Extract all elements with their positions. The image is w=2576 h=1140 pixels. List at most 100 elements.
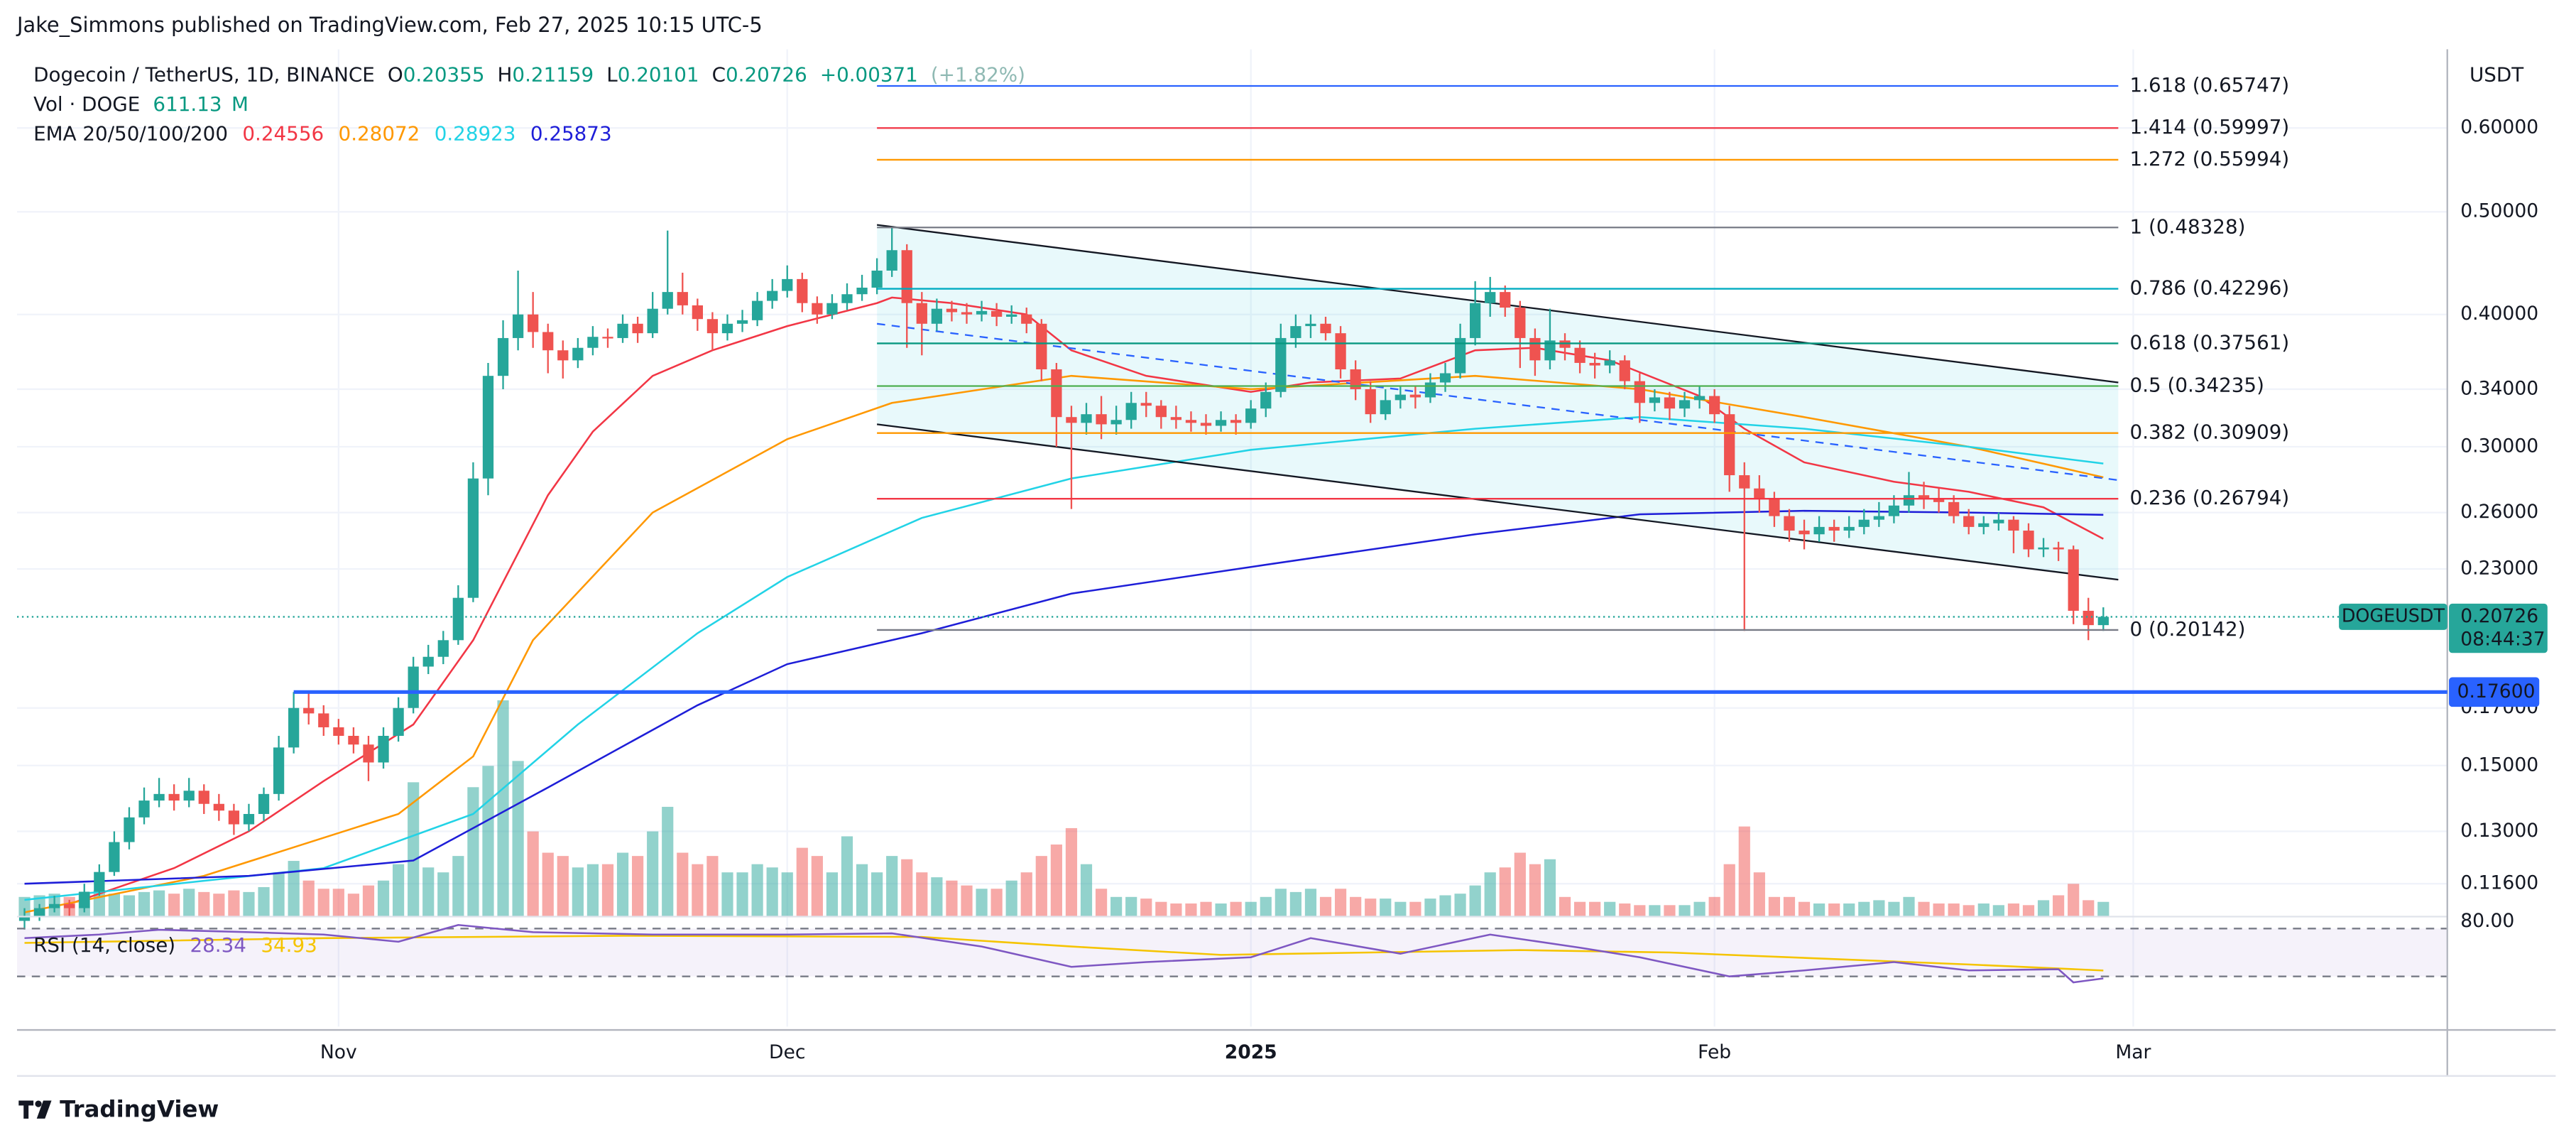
- candle-body: [542, 332, 554, 351]
- price-label: 0.20726: [2460, 605, 2538, 627]
- candle-body: [557, 350, 569, 361]
- candle-body: [976, 310, 988, 315]
- volume-bar: [2068, 884, 2080, 917]
- candle-body: [1485, 292, 1496, 303]
- volume-bar: [1380, 899, 1392, 917]
- candle-body: [797, 278, 808, 303]
- rsi-ma-value: 34.93: [261, 933, 317, 957]
- candle-body: [378, 735, 389, 763]
- volume-bar: [1529, 864, 1541, 917]
- candle-body: [1409, 394, 1421, 398]
- candle-body: [1051, 369, 1062, 418]
- volume-bar: [138, 891, 151, 917]
- volume-bar: [1888, 901, 1900, 917]
- volume-bar: [437, 872, 449, 917]
- volume-bar: [213, 894, 225, 917]
- volume-title: Vol · DOGE: [33, 92, 140, 116]
- volume-bar: [1170, 903, 1182, 917]
- volume-bar: [1544, 859, 1556, 917]
- candle-body: [228, 810, 240, 825]
- currency: USDT: [2469, 63, 2524, 86]
- volume-bar: [542, 852, 554, 917]
- volume-bar: [721, 872, 733, 917]
- volume-bar: [572, 867, 584, 917]
- candle-body: [1081, 414, 1092, 423]
- volume-bar: [1664, 905, 1676, 917]
- candle-body: [198, 791, 209, 804]
- y-tick-label: 0.15000: [2460, 754, 2538, 776]
- volume-bar: [1140, 899, 1152, 917]
- candle-body: [1380, 400, 1391, 415]
- candle-body: [1649, 397, 1661, 403]
- candle-body: [1305, 323, 1316, 327]
- volume-bar: [662, 806, 674, 917]
- logo-part: [35, 1100, 42, 1107]
- volume-bar: [1035, 856, 1047, 917]
- candle-body: [1739, 475, 1750, 489]
- volume-bar: [273, 872, 285, 917]
- volume-bar: [1768, 896, 1781, 917]
- volume-bar: [1738, 826, 1750, 917]
- volume-bar: [258, 886, 270, 917]
- ohlc-value: 0.21159: [512, 63, 594, 86]
- candle-body: [2068, 549, 2079, 611]
- candle-body: [901, 250, 912, 303]
- ema-line: [69, 296, 2104, 905]
- candle-body: [1185, 420, 1197, 423]
- candle-body: [1170, 417, 1182, 420]
- candle-body: [1693, 396, 1705, 401]
- candle-body: [243, 813, 255, 825]
- volume-bar: [1828, 903, 1840, 917]
- candle-body: [1918, 495, 1930, 499]
- x-tick-label: 2025: [1225, 1041, 1277, 1063]
- volume-bar: [1783, 896, 1796, 917]
- candle-body: [751, 300, 763, 320]
- volume-bar: [766, 867, 778, 917]
- candle-body: [1230, 420, 1242, 423]
- candle-body: [1066, 417, 1077, 423]
- candle-body: [2083, 610, 2094, 626]
- volume-bar: [1977, 903, 1990, 917]
- x-tick-label: Nov: [320, 1041, 357, 1063]
- volume-bar: [647, 831, 659, 917]
- volume-bar: [1395, 901, 1407, 917]
- volume-bar: [1319, 896, 1332, 917]
- countdown-label: 08:44:37: [2460, 628, 2545, 650]
- candle-body: [109, 842, 120, 872]
- volume-bar: [2083, 900, 2095, 917]
- volume-bar: [1873, 900, 1885, 917]
- candle-body: [1873, 516, 1884, 520]
- fib-label: 0 (0.20142): [2130, 617, 2246, 641]
- candle-body: [528, 314, 539, 332]
- candle-body: [64, 903, 75, 908]
- candle-body: [497, 337, 509, 376]
- ohlc-letter: C: [712, 63, 726, 86]
- volume-bar: [2053, 895, 2065, 917]
- candle-body: [2053, 547, 2064, 550]
- candle-body: [961, 312, 973, 315]
- candle-body: [1754, 488, 1765, 499]
- candle-body: [1709, 396, 1720, 415]
- volume-bar: [317, 889, 329, 917]
- logo-part: [36, 1100, 52, 1119]
- rsi-value: 28.34: [190, 933, 246, 957]
- ema-value: 0.28072: [339, 122, 420, 146]
- y-tick-label: 0.26000: [2460, 501, 2538, 523]
- candle-body: [303, 707, 315, 714]
- volume-bar: [1230, 901, 1242, 917]
- volume-bar: [168, 894, 180, 917]
- brand: TradingView: [60, 1095, 219, 1122]
- candle-body: [1784, 516, 1795, 531]
- volume-bar: [2097, 901, 2110, 917]
- volume-bar: [527, 831, 539, 917]
- candle-body: [1424, 382, 1436, 398]
- candle-body: [1140, 403, 1152, 406]
- volume-bar: [377, 880, 390, 917]
- volume-bar: [677, 852, 689, 917]
- candle-body: [363, 744, 374, 763]
- candle-body: [1215, 420, 1227, 426]
- volume-bar: [243, 891, 255, 917]
- candle-body: [1858, 519, 1870, 527]
- volume-bar: [422, 867, 435, 917]
